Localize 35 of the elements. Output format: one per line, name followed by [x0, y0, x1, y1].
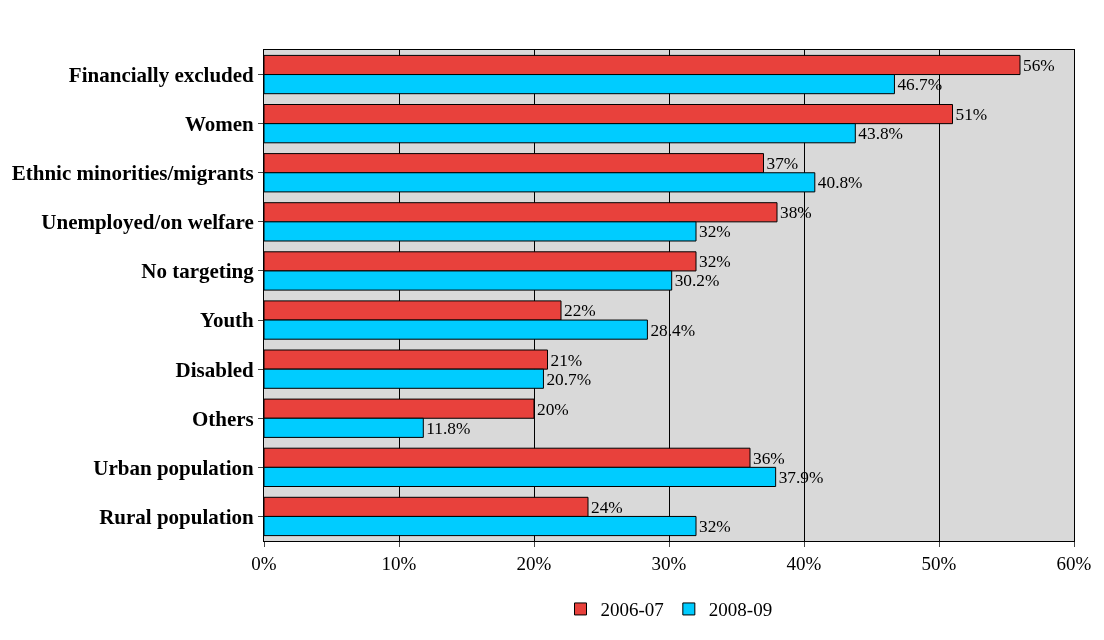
x-tick-label: 40% [786, 552, 822, 574]
y-tick-label: Urban population [93, 455, 255, 480]
data-label: 51% [955, 105, 988, 124]
y-tick-label: Youth [200, 308, 255, 333]
legend-label: 2006-07 [600, 599, 664, 621]
y-tick-label: Unemployed/on welfare [41, 210, 254, 235]
data-label: 21% [550, 350, 583, 370]
x-tick-label: 60% [1056, 552, 1092, 574]
data-label: 40.8% [817, 173, 863, 193]
data-label: 32% [699, 222, 731, 242]
data-label: 24% [591, 497, 623, 517]
data-label: 32% [699, 252, 731, 272]
x-tick-label: 20% [516, 552, 552, 574]
data-label: 20% [537, 399, 569, 419]
data-label: 30.2% [674, 271, 720, 291]
y-tick-label: No targeting [141, 259, 255, 284]
y-tick-label: Others [191, 406, 254, 431]
data-label: 37% [766, 154, 799, 174]
x-tick-label: 0% [251, 552, 277, 574]
x-tick-label: 30% [651, 552, 687, 574]
data-label: 32% [699, 516, 731, 536]
data-label: 22% [564, 301, 596, 321]
data-label: 43.8% [858, 124, 904, 144]
y-tick-label: Women [184, 112, 255, 136]
data-label: 36% [753, 448, 785, 468]
legend-label: 2008-09 [708, 599, 773, 621]
y-tick-label: Ethnic minorities/migrants [11, 161, 254, 186]
data-label: 56% [1023, 55, 1055, 75]
x-tick-label: 10% [381, 552, 417, 574]
y-tick-label: Disabled [175, 357, 255, 382]
data-label: 11.8% [426, 418, 471, 438]
data-label: 20.7% [546, 369, 592, 389]
x-tick-label: 50% [921, 552, 957, 574]
y-tick-label: Rural population [99, 504, 255, 529]
y-tick-label: Financially excluded [68, 62, 255, 87]
